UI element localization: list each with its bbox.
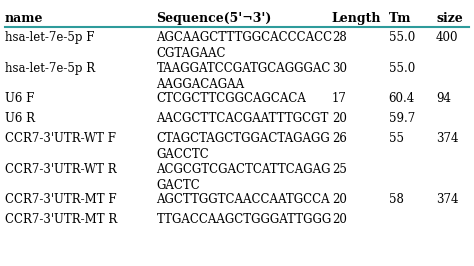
- Text: 28: 28: [332, 31, 346, 44]
- Text: 20: 20: [332, 213, 346, 226]
- Text: CTAGCTAGCTGGACTAGAGG
GACCTC: CTAGCTAGCTGGACTAGAGG GACCTC: [156, 132, 330, 161]
- Text: U6 F: U6 F: [5, 92, 34, 105]
- Text: AGCTTGGTCAACCAATGCCA: AGCTTGGTCAACCAATGCCA: [156, 193, 330, 206]
- Text: 17: 17: [332, 92, 346, 105]
- Text: 59.7: 59.7: [389, 112, 415, 125]
- Text: CCR7-3'UTR-MT R: CCR7-3'UTR-MT R: [5, 213, 117, 226]
- Text: name: name: [5, 12, 43, 25]
- Text: 20: 20: [332, 112, 346, 125]
- Text: 94: 94: [436, 92, 451, 105]
- Text: Sequence(5'¬3'): Sequence(5'¬3'): [156, 12, 272, 25]
- Text: 30: 30: [332, 62, 347, 75]
- Text: 55.0: 55.0: [389, 31, 415, 44]
- Text: hsa-let-7e-5p R: hsa-let-7e-5p R: [5, 62, 95, 75]
- Text: CCR7-3'UTR-MT F: CCR7-3'UTR-MT F: [5, 193, 116, 206]
- Text: 374: 374: [436, 193, 458, 206]
- Text: 26: 26: [332, 132, 346, 145]
- Text: 400: 400: [436, 31, 458, 44]
- Text: AACGCTTCACGAATTTGCGT: AACGCTTCACGAATTTGCGT: [156, 112, 329, 125]
- Text: CCR7-3'UTR-WT R: CCR7-3'UTR-WT R: [5, 163, 116, 176]
- Text: 60.4: 60.4: [389, 92, 415, 105]
- Text: 55: 55: [389, 132, 404, 145]
- Text: 55.0: 55.0: [389, 62, 415, 75]
- Text: Length: Length: [332, 12, 381, 25]
- Text: size: size: [436, 12, 463, 25]
- Text: 374: 374: [436, 132, 458, 145]
- Text: 58: 58: [389, 193, 403, 206]
- Text: AGCAAGCTTTGGCACCCACC
CGTAGAAC: AGCAAGCTTTGGCACCCACC CGTAGAAC: [156, 31, 333, 60]
- Text: Tm: Tm: [389, 12, 411, 25]
- Text: TAAGGATCCGATGCAGGGAC
AAGGACAGAA: TAAGGATCCGATGCAGGGAC AAGGACAGAA: [156, 62, 331, 91]
- Text: ACGCGTCGACTCATTCAGAG
GACTC: ACGCGTCGACTCATTCAGAG GACTC: [156, 163, 331, 192]
- Text: 20: 20: [332, 193, 346, 206]
- Text: U6 R: U6 R: [5, 112, 35, 125]
- Text: CCR7-3'UTR-WT F: CCR7-3'UTR-WT F: [5, 132, 116, 145]
- Text: CTCGCTTCGGCAGCACA: CTCGCTTCGGCAGCACA: [156, 92, 306, 105]
- Text: 25: 25: [332, 163, 346, 176]
- Text: TTGACCAAGCTGGGATTGGG: TTGACCAAGCTGGGATTGGG: [156, 213, 332, 226]
- Text: hsa-let-7e-5p F: hsa-let-7e-5p F: [5, 31, 94, 44]
